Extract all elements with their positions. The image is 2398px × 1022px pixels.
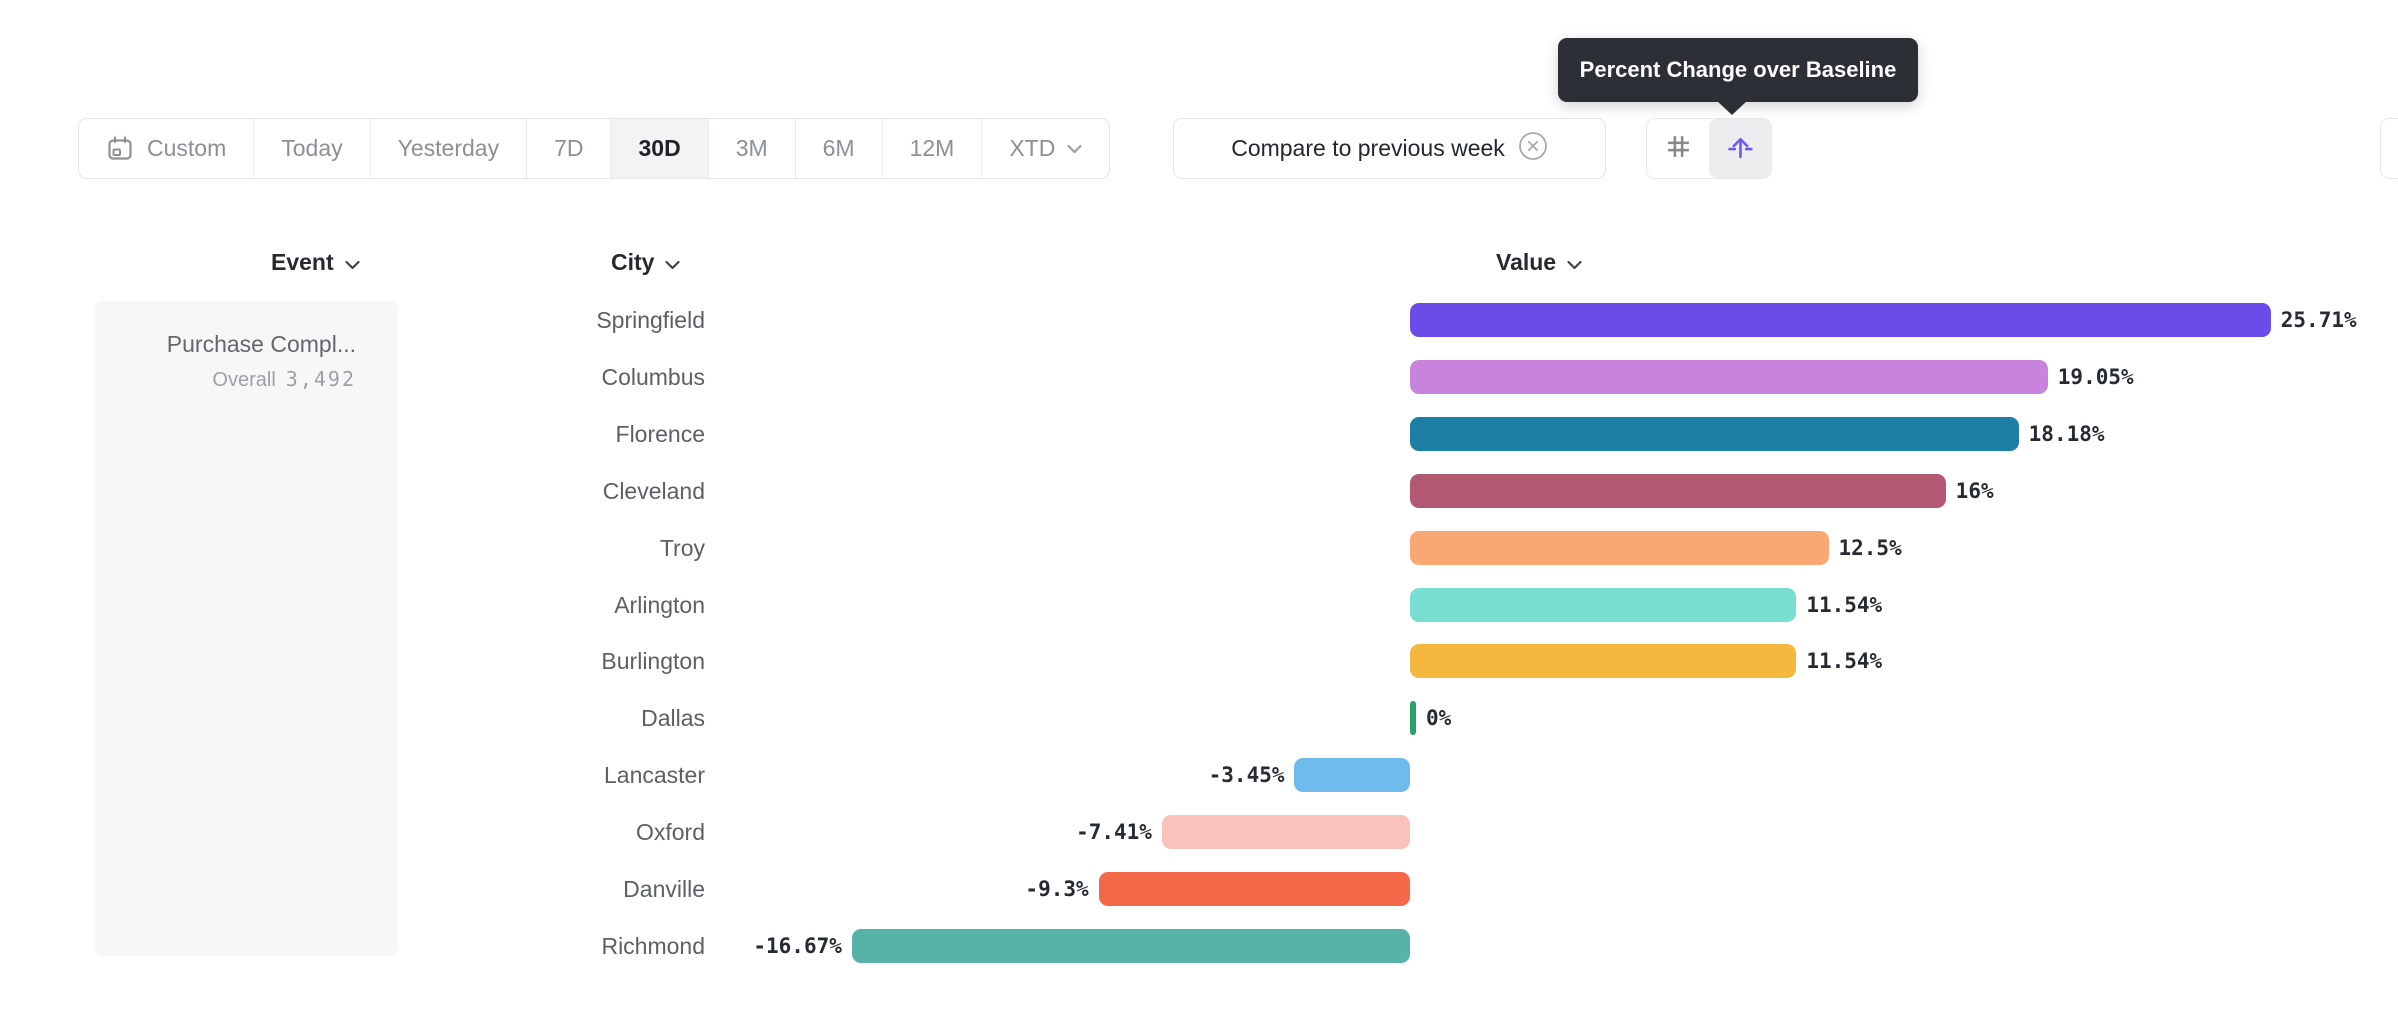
city-label: Springfield xyxy=(596,307,705,333)
calendar-icon xyxy=(106,135,134,163)
chevron-down-icon xyxy=(345,249,360,276)
city-label: Oxford xyxy=(635,819,705,845)
event-panel[interactable]: Purchase Compl... Overall 3,492 xyxy=(95,301,398,956)
overall-label: Overall xyxy=(212,369,276,391)
chart-row: Lancaster -3.45% xyxy=(0,747,2398,804)
chart-row: Arlington 11.54% xyxy=(0,577,2398,634)
range-today[interactable]: Today xyxy=(254,119,371,178)
chevron-down-icon xyxy=(1567,249,1582,276)
bar-value-label: -3.45% xyxy=(1208,763,1285,787)
chart-row: Troy 12.5% xyxy=(0,520,2398,577)
city-label: Troy xyxy=(659,535,705,561)
bar-value-label: 16% xyxy=(1955,479,1994,503)
overall-value: 3,492 xyxy=(285,367,356,391)
city-label: Lancaster xyxy=(603,762,705,788)
bar-value-label: 25.71% xyxy=(2280,308,2357,332)
date-range-control: Custom Today Yesterday 7D 30D 3M 6M 12M … xyxy=(78,118,1111,179)
event-overall: Overall 3,492 xyxy=(95,367,356,392)
bar-value-label: -7.41% xyxy=(1076,820,1152,844)
range-12m[interactable]: 12M xyxy=(883,119,983,178)
bar[interactable] xyxy=(1410,644,1797,678)
range-yesterday[interactable]: Yesterday xyxy=(371,119,528,178)
grid-view-button[interactable] xyxy=(1647,119,1709,178)
bar[interactable] xyxy=(1294,758,1410,792)
toolbar: Custom Today Yesterday 7D 30D 3M 6M 12M … xyxy=(0,118,2398,179)
city-label: Florence xyxy=(615,421,705,447)
city-label: Danville xyxy=(623,876,705,902)
bar-value-label: 18.18% xyxy=(2028,422,2105,446)
city-label: Arlington xyxy=(614,592,705,618)
tooltip-text: Percent Change over Baseline xyxy=(1579,57,1897,82)
range-3m[interactable]: 3M xyxy=(709,119,796,178)
chart-row: Oxford -7.41% xyxy=(0,804,2398,861)
chart-row: Dallas 0% xyxy=(0,690,2398,747)
bar-value-label: 12.5% xyxy=(1838,536,1902,560)
close-circle-icon[interactable] xyxy=(1518,131,1548,167)
chevron-down-icon xyxy=(665,249,681,276)
compare-label: Compare to previous week xyxy=(1231,135,1505,161)
bar-chart: Springfield 25.71% Columbus 19.05% Florence 1… xyxy=(0,292,2398,992)
bar[interactable] xyxy=(1098,872,1410,906)
chart-row: Florence 18.18% xyxy=(0,406,2398,463)
bar-value-label: -16.67% xyxy=(753,934,842,958)
chart-row: Richmond -16.67% xyxy=(0,918,2398,975)
chevron-down-icon xyxy=(1067,144,1082,154)
view-toggle xyxy=(1646,118,1772,179)
bar[interactable] xyxy=(1410,417,2019,451)
range-6m[interactable]: 6M xyxy=(796,119,883,178)
bar[interactable] xyxy=(1161,815,1410,849)
city-label: Burlington xyxy=(601,648,705,674)
column-header-value[interactable]: Value xyxy=(1496,246,1582,278)
column-header-city[interactable]: City xyxy=(611,246,681,278)
chart-row: Springfield 25.71% xyxy=(0,292,2398,349)
bar-value-label: 19.05% xyxy=(2057,365,2134,389)
chart-row: Danville -9.3% xyxy=(0,861,2398,918)
bar-value-label: -9.3% xyxy=(1025,877,1089,901)
bar[interactable] xyxy=(1410,701,1416,735)
bar-value-label: 11.54% xyxy=(1806,593,1883,617)
event-title: Purchase Compl... xyxy=(166,331,356,357)
bar[interactable] xyxy=(1410,531,1829,565)
bar[interactable] xyxy=(1410,360,2048,394)
city-label: Columbus xyxy=(601,364,705,390)
compare-pill[interactable]: Compare to previous week xyxy=(1173,118,1606,179)
tooltip: Percent Change over Baseline xyxy=(1558,38,1918,102)
city-label: Cleveland xyxy=(602,478,705,504)
column-header-event[interactable]: Event xyxy=(271,246,360,278)
range-label: Custom xyxy=(147,135,227,161)
city-label: Richmond xyxy=(601,933,705,959)
bar[interactable] xyxy=(1410,588,1797,622)
baseline-view-button[interactable] xyxy=(1709,119,1771,178)
grid-icon xyxy=(1665,133,1692,165)
city-label: Dallas xyxy=(641,705,705,731)
range-30d[interactable]: 30D xyxy=(611,119,709,178)
baseline-arrow-icon xyxy=(1727,133,1754,165)
bar-value-label: 0% xyxy=(1426,706,1452,730)
bar[interactable] xyxy=(851,929,1410,963)
chart-row: Columbus 19.05% xyxy=(0,349,2398,406)
range-custom[interactable]: Custom xyxy=(79,119,255,178)
clipped-button-fragment[interactable] xyxy=(2380,118,2398,179)
bar-value-label: 11.54% xyxy=(1806,649,1883,673)
bar[interactable] xyxy=(1410,303,2271,337)
tooltip-caret xyxy=(1716,100,1748,115)
bar[interactable] xyxy=(1410,474,1946,508)
chart-row: Burlington 11.54% xyxy=(0,633,2398,690)
chart-row: Cleveland 16% xyxy=(0,463,2398,520)
range-xtd[interactable]: XTD xyxy=(982,119,1109,178)
range-7d[interactable]: 7D xyxy=(527,119,612,178)
